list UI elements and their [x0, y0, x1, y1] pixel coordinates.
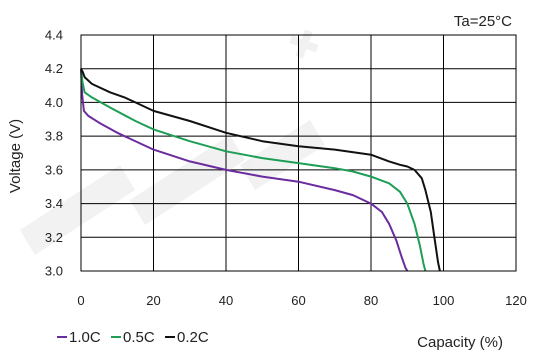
legend-item: 0.5C — [111, 329, 155, 346]
legend-label: 0.5C — [123, 329, 155, 346]
axis-ticks: 0 20 40 60 80 100 120 3.0 3.2 3.4 3.6 3.8 4.0 4.2 4.4 — [45, 28, 527, 309]
y-tick-label: 3.2 — [45, 230, 63, 245]
x-tick-label: 120 — [505, 293, 527, 308]
plot-frame — [80, 34, 517, 272]
x-tick-label: 40 — [219, 293, 233, 308]
y-axis-title: Voltage (V) — [7, 119, 24, 193]
legend-item: 1.0C — [57, 329, 101, 346]
y-tick-label: 4.2 — [45, 61, 63, 76]
x-tick-label: 100 — [433, 293, 455, 308]
y-tick-label: 3.8 — [45, 129, 63, 144]
y-tick-label: 3.6 — [45, 162, 63, 177]
legend-label: 0.2C — [177, 329, 209, 346]
series-lines — [80, 68, 441, 272]
temperature-annotation: Ta=25°C — [454, 13, 512, 30]
watermark-logo — [20, 29, 325, 255]
legend: 1.0C 0.5C 0.2C — [57, 329, 209, 346]
grid — [81, 35, 516, 271]
x-tick-label: 80 — [364, 293, 378, 308]
series-line-0-5c — [80, 68, 427, 272]
legend-item: 0.2C — [165, 329, 209, 346]
x-tick-label: 60 — [291, 293, 305, 308]
series-line-0-2c — [80, 68, 441, 272]
x-tick-label: 0 — [77, 293, 84, 308]
x-tick-label: 20 — [146, 293, 160, 308]
series-line-1-0c — [80, 68, 409, 272]
y-tick-label: 4.0 — [45, 95, 63, 110]
y-tick-label: 3.4 — [45, 196, 63, 211]
y-tick-label: 3.0 — [45, 264, 63, 279]
y-tick-label: 4.4 — [45, 28, 63, 43]
legend-label: 1.0C — [69, 329, 101, 346]
x-axis-title: Capacity (%) — [417, 334, 503, 351]
